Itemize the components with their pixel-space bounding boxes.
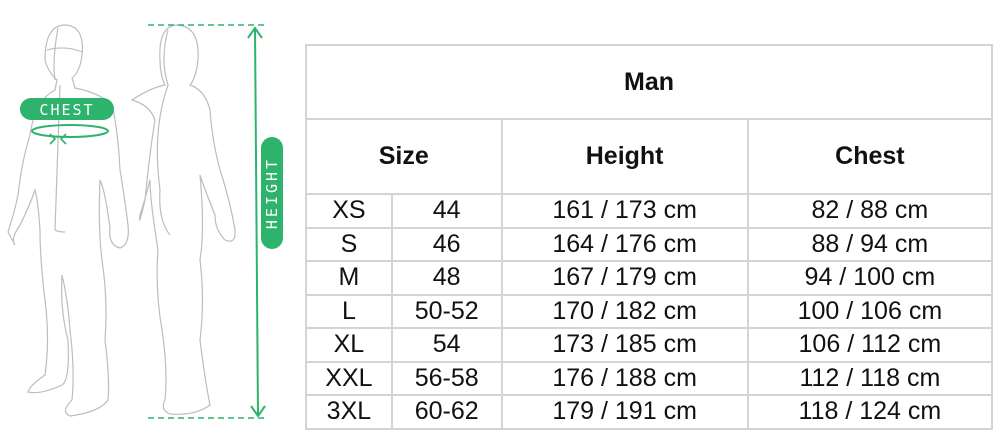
- cell-eu: 54: [390, 327, 503, 363]
- height-indicator: HEIGHT: [148, 24, 283, 419]
- cell-eu: 56-58: [390, 360, 503, 396]
- arrow-down-icon: [250, 405, 266, 418]
- cell-eu: 50-52: [390, 293, 503, 329]
- cell-size: L: [305, 293, 393, 329]
- header-height: Height: [500, 118, 749, 195]
- cell-size: XS: [305, 193, 393, 229]
- cell-size: S: [305, 226, 393, 262]
- table-row: XL 54 173 / 185 cm 106 / 112 cm: [305, 327, 994, 363]
- chest-indicator: CHEST: [20, 98, 114, 145]
- header-size: Size: [305, 118, 503, 195]
- cell-height: 179 / 191 cm: [500, 394, 749, 430]
- table-row: XXL 56-58 176 / 188 cm 112 / 118 cm: [305, 360, 994, 396]
- cell-chest: 88 / 94 cm: [746, 226, 994, 262]
- cell-chest: 82 / 88 cm: [746, 193, 994, 229]
- table-row: S 46 164 / 176 cm 88 / 94 cm: [305, 226, 994, 262]
- cell-size: M: [305, 260, 393, 296]
- arrow-up-icon: [247, 26, 263, 39]
- table-title: Man: [305, 44, 993, 120]
- cell-chest: 112 / 118 cm: [746, 360, 994, 396]
- arrow-left-icon: [59, 133, 67, 145]
- cell-height: 161 / 173 cm: [500, 193, 749, 229]
- cell-height: 173 / 185 cm: [500, 327, 749, 363]
- cell-chest: 118 / 124 cm: [746, 394, 994, 430]
- arrow-right-icon: [49, 133, 57, 145]
- front-body-outline: [7, 24, 129, 417]
- cell-height: 164 / 176 cm: [500, 226, 749, 262]
- size-chart-table: Man Size Height Chest XS 44 161 / 173 cm 82…: [305, 44, 994, 430]
- cell-eu: 44: [390, 193, 503, 229]
- table-row: 3XL 60-62 179 / 191 cm 118 / 124 cm: [305, 394, 994, 430]
- cell-chest: 106 / 112 cm: [746, 327, 994, 363]
- cell-height: 170 / 182 cm: [500, 293, 749, 329]
- cell-size: XXL: [305, 360, 393, 396]
- height-label: HEIGHT: [263, 157, 281, 229]
- cell-chest: 94 / 100 cm: [746, 260, 994, 296]
- chest-label-pill: [20, 98, 114, 120]
- cell-height: 176 / 188 cm: [500, 360, 749, 396]
- height-label-pill: [261, 137, 283, 249]
- body-measurement-illustration: HEIGHT CHEST: [7, 24, 283, 419]
- cell-eu: 46: [390, 226, 503, 262]
- back-body-outline: [130, 24, 236, 415]
- header-chest: Chest: [746, 118, 994, 195]
- cell-size: XL: [305, 327, 393, 363]
- cell-height: 167 / 179 cm: [500, 260, 749, 296]
- table-row: L 50-52 170 / 182 cm 100 / 106 cm: [305, 293, 994, 329]
- cell-chest: 100 / 106 cm: [746, 293, 994, 329]
- table-row: M 48 167 / 179 cm 94 / 100 cm: [305, 260, 994, 296]
- chest-label: CHEST: [39, 101, 94, 119]
- table-row: XS 44 161 / 173 cm 82 / 88 cm: [305, 193, 994, 229]
- cell-eu: 60-62: [390, 394, 503, 430]
- cell-eu: 48: [390, 260, 503, 296]
- cell-size: 3XL: [305, 394, 393, 430]
